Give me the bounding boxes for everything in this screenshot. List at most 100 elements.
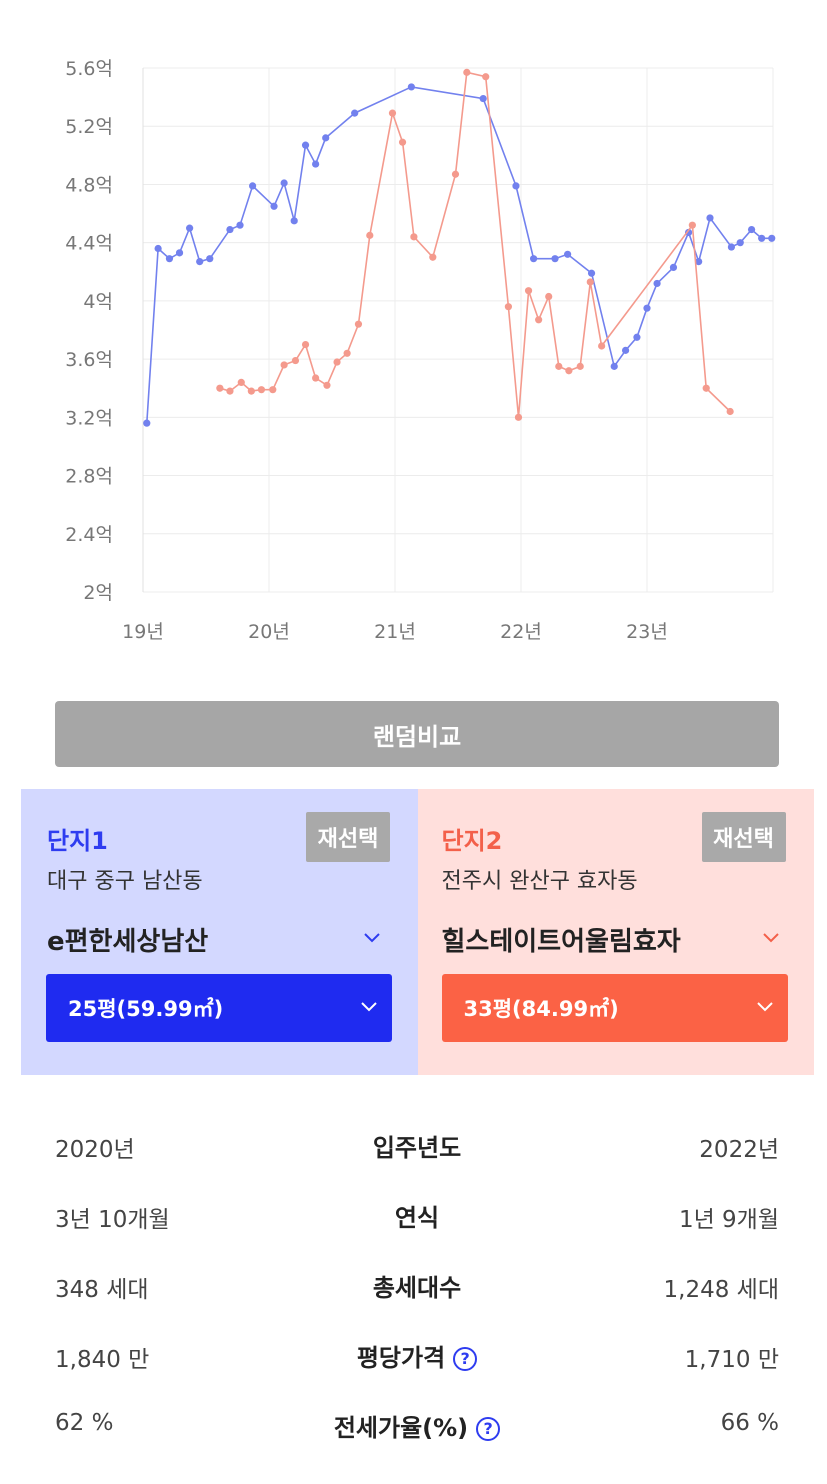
series-1-point: [206, 255, 214, 263]
series-2-point: [247, 387, 255, 395]
y-tick-label: 5.2억: [65, 116, 113, 138]
chevron-down-icon: [360, 1001, 377, 1015]
complex1-size-select[interactable]: 25평(59.99㎡): [46, 974, 392, 1042]
series-1-point: [312, 160, 320, 168]
complex1-label: 단지1: [47, 827, 108, 855]
series-2-point: [545, 292, 553, 301]
series-2-point: [333, 358, 341, 366]
series-1-point: [351, 109, 359, 117]
series-1-point: [747, 225, 756, 234]
series-2-point: [291, 356, 300, 365]
series-1-point: [175, 249, 184, 257]
series-1-point: [165, 255, 174, 263]
x-tick-label: 19년: [122, 621, 164, 643]
series-1-point: [196, 257, 204, 266]
series-1-point: [236, 221, 244, 229]
series-1-point: [249, 182, 257, 190]
series-2-point: [398, 138, 407, 146]
series-1-point: [407, 83, 415, 91]
series-2-point: [388, 109, 397, 117]
complex1-name-dropdown[interactable]: e편한세상남산: [47, 917, 380, 961]
complex2-panel: 단지2 재선택 전주시 완산구 효자동 힐스테이트어울림효자 33평(84.99…: [417, 789, 814, 1075]
series-1-point: [551, 255, 559, 263]
info-row-price-per-pyeong: 1,840 만 평당가격? 1,710 만: [55, 1320, 779, 1390]
series-2-point: [366, 231, 374, 239]
y-tick-label: 3.2억: [65, 407, 113, 429]
complex2-jeonse-ratio: 66 %: [720, 1410, 779, 1436]
complex2-size-select[interactable]: 33평(84.99㎡): [441, 974, 788, 1042]
complex2-region: 전주시 완산구 효자동: [441, 869, 638, 894]
y-tick-label: 4억: [83, 291, 113, 313]
series-2-point: [216, 384, 224, 392]
series-1-point: [643, 304, 651, 312]
complex2-age: 1년 9개월: [678, 1207, 779, 1233]
complex1-size-value: 25평(59.99㎡): [68, 997, 224, 1021]
series-1-point: [768, 234, 776, 242]
series-2-point: [257, 386, 266, 394]
series-1-point: [301, 141, 310, 149]
complex-compare-panels: 단지1 재선택 대구 중구 남산동 e편한세상남산 25평(59.99㎡) 단지…: [21, 789, 814, 1075]
series-1-point: [684, 228, 693, 237]
complex2-reselect-button[interactable]: 재선택: [701, 812, 786, 862]
series-2-point: [555, 362, 563, 370]
series-1-point: [270, 202, 278, 210]
y-tick-label: 5.6억: [65, 58, 113, 80]
series-1-point: [695, 257, 703, 266]
series-1-point: [290, 217, 298, 225]
complex1-name: e편한세상남산: [47, 926, 209, 957]
series-1-point: [706, 214, 714, 222]
complex1-reselect-button[interactable]: 재선택: [306, 812, 390, 862]
complex2-size-value: 33평(84.99㎡): [463, 997, 619, 1021]
series-2-point: [226, 387, 234, 395]
series-1-point: [727, 243, 736, 251]
info-row-age: 3년 10개월 연식 1년 9개월: [55, 1180, 779, 1250]
price-line-chart: 5.6억 5.2억 4.8억 4.4억 4억 3.6억 3.2억 2.8억 2.4억 2억 19년 2…: [65, 58, 776, 643]
series-2-point: [514, 413, 523, 421]
age-label: 연식: [55, 1198, 779, 1233]
series-2-point: [429, 253, 437, 261]
info-row-jeonse-ratio: 62 % 전세가율(%)? 66 %: [55, 1390, 779, 1460]
series-1-point: [610, 362, 618, 370]
series-1-point: [512, 182, 520, 190]
households-label: 총세대수: [55, 1268, 779, 1303]
series-2-point: [726, 407, 734, 416]
series-2-point: [354, 320, 363, 328]
x-tick-label: 23년: [626, 621, 668, 643]
series-2-point: [565, 367, 573, 375]
series-2-point: [280, 361, 288, 369]
x-tick-label: 21년: [374, 621, 416, 643]
info-label-text: 평당가격: [356, 1344, 446, 1372]
jeonse-ratio-label: 전세가율(%)?: [55, 1408, 779, 1443]
series-2-point: [463, 68, 471, 76]
price-per-pyeong-label: 평당가격?: [55, 1338, 779, 1373]
series-1-point: [479, 94, 487, 103]
chevron-down-icon: [762, 932, 779, 946]
series-2-point: [301, 340, 310, 349]
series-2-point: [410, 233, 418, 241]
complex2-move-in-year: 2022년: [699, 1137, 779, 1163]
series-2-point: [576, 362, 584, 370]
complex2-name-dropdown[interactable]: 힐스테이트어울림효자: [441, 917, 779, 961]
x-tick-label: 20년: [248, 621, 290, 643]
series-1-point: [736, 239, 744, 247]
complex1-region: 대구 중구 남산동: [47, 869, 203, 894]
complex1-age: 3년 10개월: [55, 1207, 170, 1233]
series-1-line: [146, 86, 772, 424]
info-label-text: 입주년도: [372, 1134, 462, 1162]
series-2-point: [451, 170, 460, 178]
help-icon[interactable]: ?: [453, 1346, 478, 1371]
help-icon[interactable]: ?: [476, 1416, 501, 1441]
series-1-point: [653, 279, 661, 288]
y-tick-label: 2억: [83, 582, 113, 604]
complex2-name: 힐스테이트어울림효자: [441, 926, 681, 957]
series-2-point: [343, 349, 351, 357]
series-2-point: [586, 278, 594, 286]
info-label-text: 전세가율(%): [333, 1414, 469, 1442]
random-compare-button[interactable]: 랜덤비교: [55, 701, 779, 767]
series-1-point: [669, 263, 678, 272]
series-1-point: [154, 244, 162, 253]
series-1-point: [186, 224, 194, 232]
chevron-down-icon: [363, 932, 380, 946]
complex2-price-per-pyeong: 1,710 만: [684, 1347, 779, 1373]
info-row-move-in-year: 2020년 입주년도 2022년: [55, 1110, 779, 1180]
